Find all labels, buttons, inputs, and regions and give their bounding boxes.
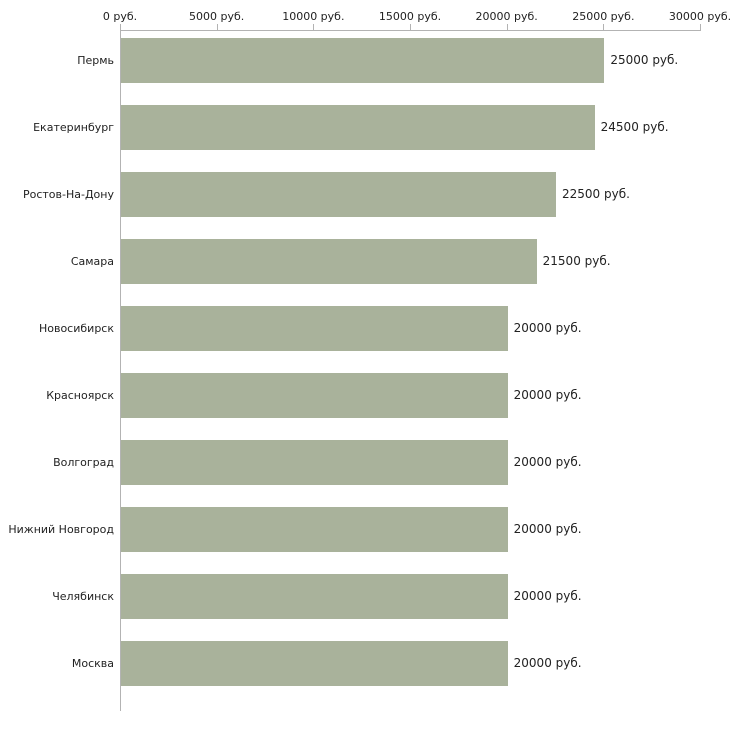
bar — [121, 440, 508, 485]
bar — [121, 373, 508, 418]
bar — [121, 641, 508, 686]
x-tick-label: 30000 руб. — [668, 10, 730, 23]
x-tick-label: 25000 руб. — [572, 10, 635, 23]
bar — [121, 306, 508, 351]
bar — [121, 172, 556, 217]
value-label: 20000 руб. — [513, 321, 582, 335]
bar — [121, 507, 508, 552]
value-label: 20000 руб. — [513, 522, 582, 536]
category-label: Волгоград — [53, 456, 114, 469]
bar — [121, 105, 595, 150]
bar — [121, 38, 605, 83]
category-label: Новосибирск — [38, 322, 114, 335]
x-tick-mark — [313, 24, 315, 30]
category-label: Пермь — [77, 54, 114, 67]
x-tick-label: 0 руб. — [102, 10, 138, 23]
x-tick-label: 5000 руб. — [189, 10, 245, 23]
bar — [121, 239, 537, 284]
x-tick-mark — [216, 24, 218, 30]
value-label: 20000 руб. — [513, 388, 582, 402]
value-label: 21500 руб. — [542, 254, 611, 268]
y-axis-line — [120, 30, 121, 711]
x-tick-label: 15000 руб. — [378, 10, 442, 23]
x-axis-line — [120, 30, 701, 31]
bar — [121, 574, 508, 619]
value-label: 20000 руб. — [513, 589, 582, 603]
x-tick-label: 10000 руб. — [282, 10, 345, 23]
category-label: Челябинск — [52, 590, 114, 603]
x-tick-label: 20000 руб. — [475, 10, 538, 23]
category-label: Красноярск — [46, 389, 114, 402]
category-label: Нижний Новгород — [8, 523, 114, 536]
category-label: Екатеринбург — [33, 121, 114, 134]
category-label: Ростов-На-Дону — [22, 188, 114, 201]
value-label: 24500 руб. — [600, 120, 669, 134]
category-label: Москва — [71, 657, 114, 670]
value-label: 22500 руб. — [562, 187, 630, 201]
x-tick-mark — [700, 24, 701, 30]
x-tick-mark — [120, 24, 121, 30]
value-label: 20000 руб. — [513, 455, 582, 469]
value-label: 20000 руб. — [513, 656, 582, 670]
category-label: Самара — [70, 255, 114, 268]
x-tick-mark — [410, 24, 411, 30]
x-tick-mark — [506, 24, 508, 30]
x-tick-mark — [603, 24, 605, 30]
value-label: 25000 руб. — [610, 53, 679, 67]
